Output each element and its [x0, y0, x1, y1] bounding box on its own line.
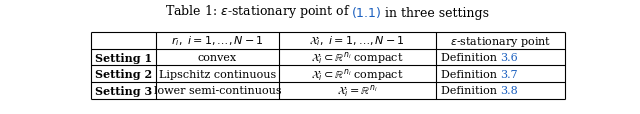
Text: in three settings: in three settings [381, 7, 489, 20]
Text: $r_i,\ i=1,\ldots,N-1$: $r_i,\ i=1,\ldots,N-1$ [171, 34, 264, 48]
Text: 3.7: 3.7 [500, 69, 518, 79]
Text: $\mathcal{X}_i \subset \mathbb{R}^{n_i}$ compact: $\mathcal{X}_i \subset \mathbb{R}^{n_i}$… [311, 66, 404, 82]
Text: Setting 2: Setting 2 [95, 69, 152, 80]
Text: Definition: Definition [441, 86, 500, 96]
Text: Table 1: $\epsilon$-stationary point of: Table 1: $\epsilon$-stationary point of [165, 3, 351, 20]
Text: $\mathcal{X}_i = \mathbb{R}^{n_i}$: $\mathcal{X}_i = \mathbb{R}^{n_i}$ [337, 83, 378, 98]
Text: Setting 3: Setting 3 [95, 85, 152, 96]
Text: $\mathcal{X}_i,\ i=1,\ldots,N-1$: $\mathcal{X}_i,\ i=1,\ldots,N-1$ [310, 34, 405, 48]
Text: convex: convex [198, 53, 237, 63]
Text: Lipschitz continuous: Lipschitz continuous [159, 69, 276, 79]
Text: 3.6: 3.6 [500, 53, 518, 63]
Text: $(1.1)$: $(1.1)$ [351, 5, 381, 20]
Text: lower semi-continuous: lower semi-continuous [154, 86, 282, 96]
Text: Definition: Definition [441, 69, 500, 79]
Text: Setting 1: Setting 1 [95, 52, 152, 63]
Text: 3.8: 3.8 [500, 86, 518, 96]
Text: Definition: Definition [441, 53, 500, 63]
Text: $\mathcal{X}_i \subset \mathbb{R}^{n_i}$ compact: $\mathcal{X}_i \subset \mathbb{R}^{n_i}$… [311, 50, 404, 66]
Text: $\epsilon$-stationary point: $\epsilon$-stationary point [450, 34, 551, 48]
